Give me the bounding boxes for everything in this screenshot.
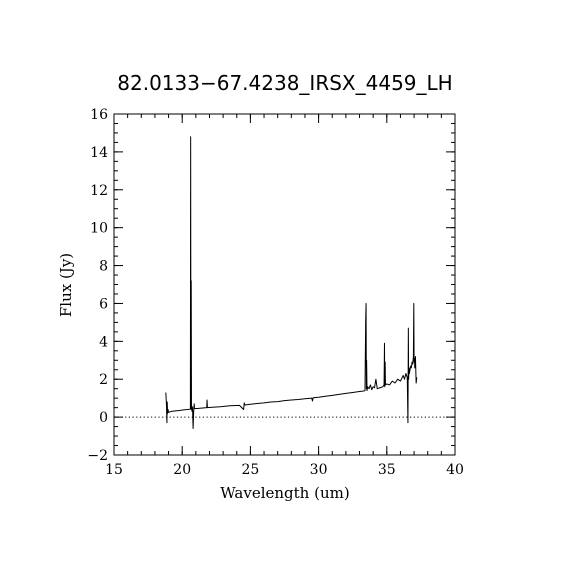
y-axis-label: Flux (Jy) [57, 253, 75, 317]
tick-labels: 15 20 25 30 35 40 −2 0 2 4 6 8 10 12 14 16 [87, 107, 464, 478]
y-tick-label: 8 [99, 259, 108, 275]
y-tick-label: 6 [99, 296, 108, 312]
x-tick-label: 35 [378, 462, 396, 478]
y-tick-label: 4 [99, 334, 108, 350]
x-tick-label: 25 [241, 462, 259, 478]
x-tick-label: 30 [310, 462, 328, 478]
plot-frame [113, 113, 456, 456]
y-tick-label: −2 [87, 448, 108, 464]
x-tick-label: 40 [446, 462, 464, 478]
y-tick-label: 0 [99, 410, 108, 426]
x-tick-label: 20 [173, 462, 191, 478]
spectrum-series-line [165, 136, 418, 429]
x-axis-label: Wavelength (um) [220, 484, 349, 502]
x-tick-label: 15 [105, 462, 123, 478]
y-tick-label: 14 [90, 145, 108, 161]
y-tick-label: 2 [99, 372, 108, 388]
y-tick-label: 12 [90, 183, 108, 199]
chart-title: 82.0133−67.4238_IRSX_4459_LH [117, 71, 452, 95]
y-tick-label: 10 [90, 221, 108, 237]
y-tick-label: 16 [90, 107, 108, 123]
axis-ticks [113, 113, 456, 456]
